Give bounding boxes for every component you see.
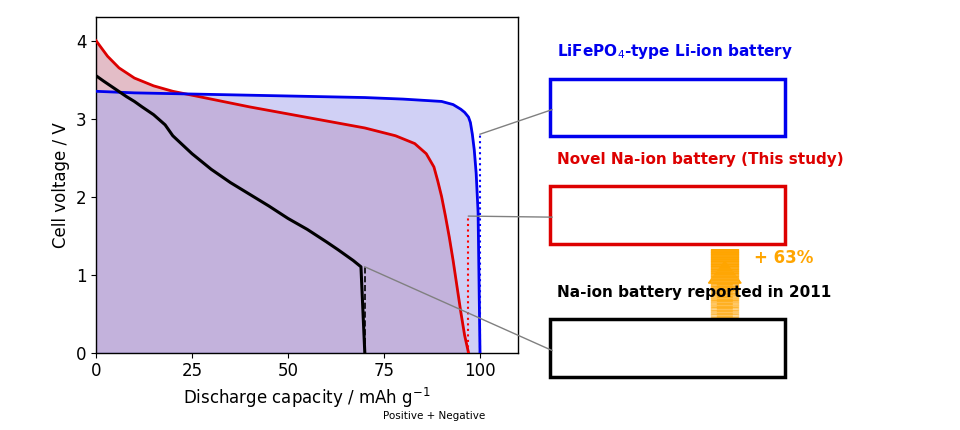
Text: 312 Wh kg$^{-1}$: 312 Wh kg$^{-1}$ (598, 202, 736, 228)
Bar (711, 331, 738, 334)
Bar (711, 298, 738, 302)
Bar (711, 346, 738, 348)
Bar (711, 341, 738, 343)
Bar (711, 338, 738, 341)
Bar (711, 353, 738, 355)
Bar (711, 362, 738, 365)
Bar (711, 273, 738, 276)
Bar (711, 355, 738, 358)
Bar (711, 319, 738, 322)
Bar (711, 285, 738, 288)
Bar (711, 264, 738, 266)
Bar (711, 290, 738, 293)
Bar (711, 339, 738, 343)
Bar (711, 254, 738, 257)
Bar (711, 305, 738, 307)
Bar (711, 293, 738, 295)
Bar (711, 353, 738, 356)
Bar (711, 360, 738, 363)
Bar (711, 295, 738, 298)
Bar (711, 298, 738, 300)
Bar (711, 319, 738, 322)
Bar (711, 282, 738, 285)
Bar (711, 346, 738, 350)
Bar (711, 295, 738, 298)
FancyBboxPatch shape (550, 186, 784, 244)
Text: Discharge capacity / mAh g$^{-1}$: Discharge capacity / mAh g$^{-1}$ (183, 386, 431, 410)
Bar (711, 314, 738, 317)
Bar (711, 266, 738, 269)
Text: 192 Wh kg$^{-1}$: 192 Wh kg$^{-1}$ (599, 335, 735, 361)
Bar (711, 322, 738, 326)
Bar (711, 326, 738, 329)
Bar (711, 283, 738, 286)
Bar (711, 366, 738, 370)
FancyBboxPatch shape (550, 79, 784, 136)
Bar (711, 334, 738, 336)
Bar (711, 292, 738, 295)
Text: LiFePO$_4$-type Li-ion battery: LiFePO$_4$-type Li-ion battery (557, 42, 793, 61)
Bar (711, 288, 738, 292)
Bar (711, 356, 738, 359)
Bar (711, 329, 738, 332)
Bar (711, 261, 738, 264)
Bar (711, 332, 738, 336)
Bar (711, 343, 738, 346)
Bar (711, 324, 738, 326)
FancyArrow shape (708, 261, 741, 364)
Text: Novel Na-ion battery (This study): Novel Na-ion battery (This study) (557, 152, 844, 166)
Bar (711, 316, 738, 319)
Bar (711, 307, 738, 310)
Bar (711, 249, 738, 252)
Bar (711, 312, 738, 315)
Bar (711, 326, 738, 329)
Bar (711, 259, 738, 261)
Bar (711, 268, 738, 271)
Bar (711, 360, 738, 362)
Text: 312 Wh kg$^{-1}$: 312 Wh kg$^{-1}$ (598, 95, 736, 120)
Bar (711, 350, 738, 353)
Bar (711, 350, 738, 353)
Bar (711, 300, 738, 302)
Bar (711, 336, 738, 338)
Bar (711, 302, 738, 305)
Bar (711, 286, 738, 288)
Bar (711, 317, 738, 319)
Bar (711, 271, 738, 273)
Bar (711, 343, 738, 346)
Bar (711, 281, 738, 283)
Bar (711, 269, 738, 271)
FancyBboxPatch shape (550, 319, 784, 377)
Bar (711, 278, 738, 281)
Bar (711, 336, 738, 339)
Text: Na-ion battery reported in 2011: Na-ion battery reported in 2011 (557, 285, 831, 300)
Bar (711, 358, 738, 360)
Y-axis label: Cell voltage / V: Cell voltage / V (52, 122, 70, 248)
Bar (711, 252, 738, 254)
Bar (711, 257, 738, 259)
Bar (711, 288, 738, 290)
Bar (711, 367, 738, 370)
Bar (711, 322, 738, 324)
Bar (711, 312, 738, 314)
Bar (711, 271, 738, 275)
Bar (711, 275, 738, 278)
Text: Positive + Negative: Positive + Negative (383, 411, 486, 421)
Bar (711, 310, 738, 312)
Bar (711, 278, 738, 281)
Bar (711, 276, 738, 278)
Bar (711, 363, 738, 366)
Bar (711, 365, 738, 367)
Bar (711, 329, 738, 331)
Bar (711, 348, 738, 350)
Bar (711, 305, 738, 309)
Bar (711, 302, 738, 305)
Bar (711, 309, 738, 312)
Text: + 63%: + 63% (754, 249, 813, 267)
